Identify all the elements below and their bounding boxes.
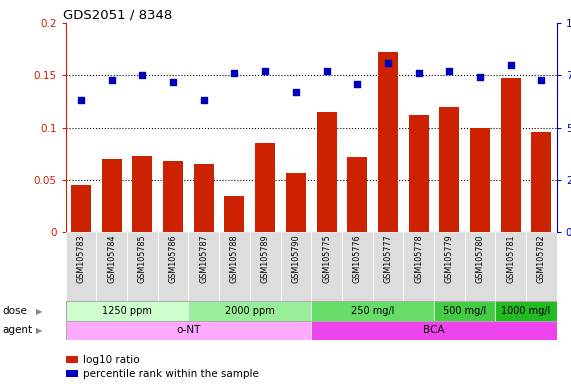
Bar [526, 232, 557, 301]
Point [445, 68, 454, 74]
Bar [194, 164, 214, 232]
Point [322, 68, 331, 74]
Bar [127, 232, 158, 301]
Bar [250, 232, 280, 301]
Text: GSM105785: GSM105785 [138, 234, 147, 283]
Text: percentile rank within the sample: percentile rank within the sample [83, 369, 259, 379]
Bar [224, 196, 244, 232]
Text: 1000 mg/l: 1000 mg/l [501, 306, 550, 316]
Bar [158, 232, 188, 301]
Text: dose: dose [3, 306, 28, 316]
Text: GSM105790: GSM105790 [291, 234, 300, 283]
Bar [439, 107, 459, 232]
Point [230, 70, 239, 76]
Point [260, 68, 270, 74]
Bar [403, 232, 434, 301]
Text: 1250 ppm: 1250 ppm [102, 306, 152, 316]
Bar [132, 156, 152, 232]
Text: GSM105778: GSM105778 [414, 234, 423, 283]
Bar [102, 159, 122, 232]
Point [476, 74, 485, 81]
Text: ▶: ▶ [35, 306, 42, 316]
Bar [286, 173, 306, 232]
Point [506, 62, 515, 68]
Bar [188, 232, 219, 301]
Bar [311, 321, 557, 340]
Point [168, 79, 178, 85]
Text: GSM105783: GSM105783 [77, 234, 86, 283]
Bar [255, 143, 275, 232]
Bar [532, 132, 552, 232]
Text: GSM105786: GSM105786 [168, 234, 178, 283]
Bar [66, 232, 96, 301]
Bar [219, 232, 250, 301]
Point [414, 70, 423, 76]
Bar [311, 232, 342, 301]
Point [537, 76, 546, 83]
Text: agent: agent [3, 325, 33, 335]
Bar [342, 232, 373, 301]
Text: GSM105782: GSM105782 [537, 234, 546, 283]
Text: BCA: BCA [423, 325, 445, 335]
Point [199, 98, 208, 104]
Bar [378, 52, 398, 232]
Text: GDS2051 / 8348: GDS2051 / 8348 [63, 9, 172, 22]
Bar [434, 301, 495, 321]
Text: log10 ratio: log10 ratio [83, 355, 139, 365]
Point [383, 60, 392, 66]
Text: GSM105779: GSM105779 [445, 234, 454, 283]
Point [138, 72, 147, 78]
Text: GSM105775: GSM105775 [322, 234, 331, 283]
Text: GSM105781: GSM105781 [506, 234, 515, 283]
Bar [311, 301, 434, 321]
Bar [163, 161, 183, 232]
Text: GSM105784: GSM105784 [107, 234, 116, 283]
Bar [188, 301, 311, 321]
Bar [409, 115, 429, 232]
Bar [496, 232, 526, 301]
Text: GSM105776: GSM105776 [353, 234, 362, 283]
Bar [465, 232, 496, 301]
Bar [280, 232, 311, 301]
Text: GSM105788: GSM105788 [230, 234, 239, 283]
Bar [372, 232, 403, 301]
Bar [96, 232, 127, 301]
Text: ▶: ▶ [35, 326, 42, 335]
Bar [347, 157, 367, 232]
Bar [66, 321, 311, 340]
Point [291, 89, 300, 95]
Text: GSM105780: GSM105780 [476, 234, 485, 283]
Point [353, 81, 362, 87]
Bar [434, 232, 465, 301]
Point [77, 98, 86, 104]
Text: GSM105789: GSM105789 [260, 234, 270, 283]
Bar [470, 127, 490, 232]
Bar [66, 301, 188, 321]
Text: o-NT: o-NT [176, 325, 200, 335]
Bar [496, 301, 557, 321]
Bar [316, 112, 336, 232]
Text: GSM105787: GSM105787 [199, 234, 208, 283]
Text: 250 mg/l: 250 mg/l [351, 306, 394, 316]
Point [107, 76, 116, 83]
Text: 2000 ppm: 2000 ppm [225, 306, 275, 316]
Text: 500 mg/l: 500 mg/l [443, 306, 486, 316]
Bar [501, 78, 521, 232]
Text: GSM105777: GSM105777 [383, 234, 392, 283]
Bar [71, 185, 91, 232]
